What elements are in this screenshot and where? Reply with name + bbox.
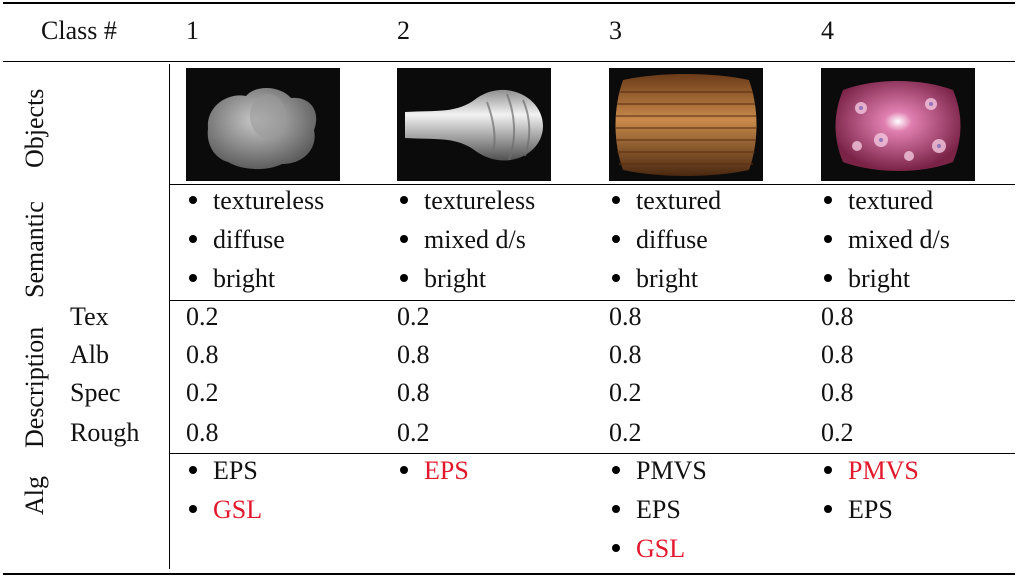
semantic-item: textureless xyxy=(400,186,535,216)
bullet-icon xyxy=(189,466,197,475)
alb-value: 0.8 xyxy=(821,340,854,369)
spec-value: 0.8 xyxy=(397,378,430,407)
bullet-icon xyxy=(824,274,832,283)
bullet-icon xyxy=(189,235,197,244)
object-image-barrel xyxy=(609,68,763,181)
alg-label: Alg xyxy=(20,476,49,515)
semantic-item: mixed d/s xyxy=(824,225,950,255)
bullet-icon xyxy=(612,505,620,514)
bullet-icon xyxy=(189,505,197,514)
semantic-item: textureless xyxy=(189,186,324,216)
rough-value: 0.8 xyxy=(186,418,219,447)
bottom-rule xyxy=(3,573,1015,575)
bullet-icon xyxy=(612,544,620,553)
spec-value: 0.8 xyxy=(821,378,854,407)
alg-item-highlighted: GSL xyxy=(189,495,262,525)
alg-item-highlighted: PMVS xyxy=(824,456,919,486)
bullet-icon xyxy=(189,196,197,205)
rough-value: 0.2 xyxy=(821,418,854,447)
bullet-icon xyxy=(824,235,832,244)
class-1-header: 1 xyxy=(186,16,199,45)
class-2-header: 2 xyxy=(397,16,410,45)
bullet-icon xyxy=(400,196,408,205)
class-3-header: 3 xyxy=(609,16,622,45)
params-rule xyxy=(170,453,1015,454)
tex-value: 0.8 xyxy=(821,302,854,331)
alb-label: Alb xyxy=(70,340,109,369)
alg-item: EPS xyxy=(824,495,893,525)
alg-item: EPS xyxy=(189,456,258,486)
tex-value: 0.2 xyxy=(186,302,219,331)
semantic-item: textured xyxy=(612,186,721,216)
alb-value: 0.8 xyxy=(186,340,219,369)
semantic-item: textured xyxy=(824,186,933,216)
tex-value: 0.8 xyxy=(609,302,642,331)
semantic-item: bright xyxy=(612,264,698,294)
semantic-item: bright xyxy=(824,264,910,294)
alg-item: EPS xyxy=(612,495,681,525)
object-image-vase xyxy=(397,68,551,181)
bullet-icon xyxy=(824,466,832,475)
alb-value: 0.8 xyxy=(397,340,430,369)
column-divider xyxy=(169,64,170,569)
bullet-icon xyxy=(612,196,620,205)
semantic-rule xyxy=(170,300,1015,301)
bullet-icon xyxy=(189,274,197,283)
objects-label: Objects xyxy=(20,88,49,168)
alg-item: PMVS xyxy=(612,456,707,486)
bullet-icon xyxy=(400,466,408,475)
bullet-icon xyxy=(400,235,408,244)
rough-value: 0.2 xyxy=(609,418,642,447)
object-image-bust xyxy=(186,68,340,181)
alg-item-highlighted: EPS xyxy=(400,456,469,486)
class-4-header: 4 xyxy=(821,16,834,45)
bullet-icon xyxy=(612,466,620,475)
description-label: Description xyxy=(20,326,49,448)
alg-item-highlighted: GSL xyxy=(612,534,685,564)
top-rule xyxy=(3,2,1015,4)
images-rule xyxy=(170,184,1015,185)
spec-label: Spec xyxy=(70,378,121,407)
bullet-icon xyxy=(824,505,832,514)
bullet-icon xyxy=(400,274,408,283)
object-image-floral-barrel xyxy=(821,68,975,181)
semantic-item: diffuse xyxy=(189,225,285,255)
semantic-label: Semantic xyxy=(20,201,49,298)
semantic-item: bright xyxy=(189,264,275,294)
bullet-icon xyxy=(612,274,620,283)
semantic-item: mixed d/s xyxy=(400,225,526,255)
rough-label: Rough xyxy=(70,418,140,447)
bullet-icon xyxy=(824,196,832,205)
tex-value: 0.2 xyxy=(397,302,430,331)
spec-value: 0.2 xyxy=(186,378,219,407)
tex-label: Tex xyxy=(70,302,109,331)
semantic-item: bright xyxy=(400,264,486,294)
bullet-icon xyxy=(612,235,620,244)
spec-value: 0.2 xyxy=(609,378,642,407)
semantic-item: diffuse xyxy=(612,225,708,255)
rough-value: 0.2 xyxy=(397,418,430,447)
header-rule xyxy=(3,61,1015,62)
alb-value: 0.8 xyxy=(609,340,642,369)
class-header-label: Class # xyxy=(41,16,117,45)
